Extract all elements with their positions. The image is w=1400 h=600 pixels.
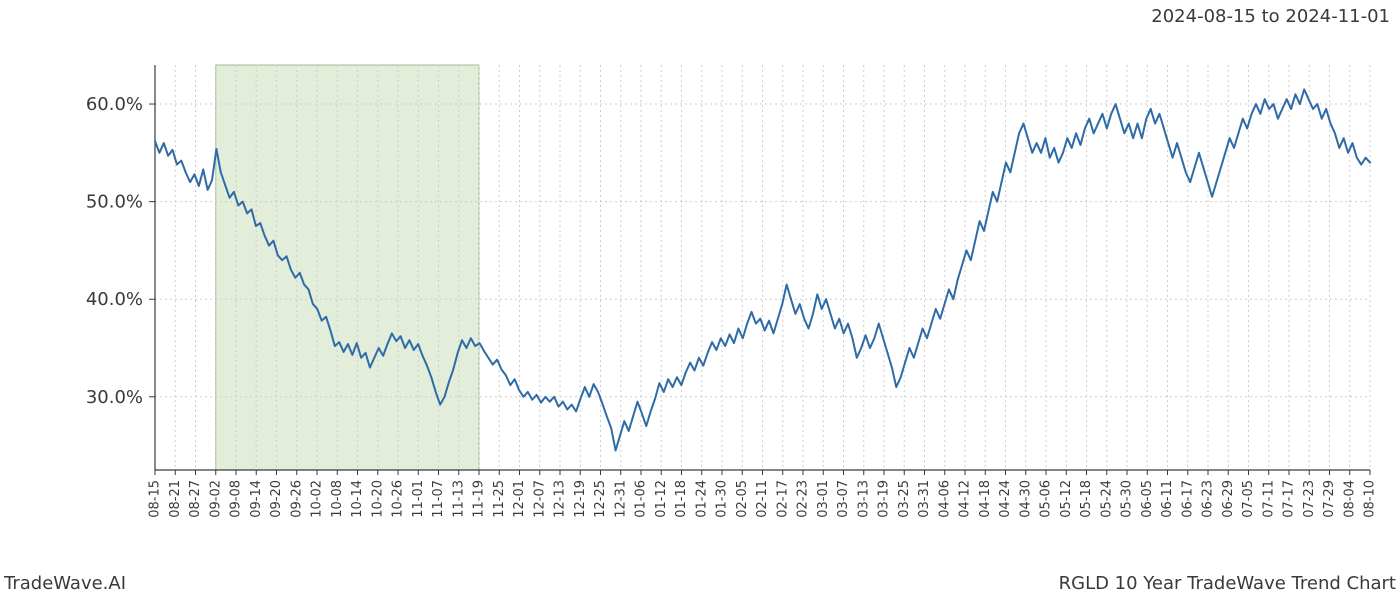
xtick-label: 11-19	[472, 480, 487, 518]
xtick-label: 05-12	[1059, 480, 1074, 518]
xtick-label: 08-21	[168, 480, 183, 518]
xtick-label: 12-31	[613, 480, 628, 518]
chart-container: { "header": { "date_range_label": "2024-…	[0, 0, 1400, 600]
xtick-label: 06-17	[1180, 480, 1195, 518]
xtick-label: 02-05	[735, 480, 750, 518]
xtick-label: 05-30	[1120, 480, 1135, 518]
xtick-label: 03-01	[816, 480, 831, 518]
xtick-label: 09-20	[269, 480, 284, 518]
xtick-label: 03-07	[836, 480, 851, 518]
xtick-label: 08-15	[148, 480, 163, 518]
xtick-label: 06-05	[1140, 480, 1155, 518]
xtick-label: 03-13	[856, 480, 871, 518]
xtick-label: 09-08	[229, 480, 244, 518]
xtick-label: 09-02	[208, 480, 223, 518]
ytick-label: 30.0%	[86, 387, 143, 408]
chart-title: RGLD 10 Year TradeWave Trend Chart	[1059, 573, 1396, 594]
xtick-label: 09-26	[289, 480, 304, 518]
xtick-label: 12-19	[573, 480, 588, 518]
xtick-label: 11-07	[431, 480, 446, 518]
xtick-label: 03-19	[877, 480, 892, 518]
xtick-label: 08-27	[188, 480, 203, 518]
date-range-label: 2024-08-15 to 2024-11-01	[1151, 6, 1390, 27]
xtick-label: 07-17	[1282, 480, 1297, 518]
xtick-label: 12-07	[532, 480, 547, 518]
ytick-label: 60.0%	[86, 94, 143, 115]
ytick-label: 50.0%	[86, 192, 143, 213]
xtick-label: 07-11	[1261, 480, 1276, 518]
xtick-label: 07-29	[1322, 480, 1337, 518]
xtick-label: 12-25	[593, 480, 608, 518]
xtick-label: 01-06	[634, 480, 649, 518]
xtick-label: 01-12	[654, 480, 669, 518]
xtick-label: 12-13	[553, 480, 568, 518]
xtick-label: 03-25	[897, 480, 912, 518]
xtick-label: 10-26	[391, 480, 406, 518]
xtick-label: 04-18	[978, 480, 993, 518]
xtick-label: 04-30	[1018, 480, 1033, 518]
highlight-band	[216, 65, 479, 470]
brand-label: TradeWave.AI	[4, 573, 126, 594]
xtick-label: 10-02	[310, 480, 325, 518]
xtick-label: 04-24	[998, 480, 1013, 518]
xtick-label: 08-04	[1342, 480, 1357, 518]
xtick-label: 07-05	[1241, 480, 1256, 518]
xtick-label: 11-01	[411, 480, 426, 518]
xtick-label: 11-13	[451, 480, 466, 518]
xtick-label: 08-10	[1363, 480, 1378, 518]
xtick-label: 06-23	[1201, 480, 1216, 518]
xtick-label: 02-11	[755, 480, 770, 518]
xtick-label: 05-06	[1039, 480, 1054, 518]
xtick-label: 02-17	[775, 480, 790, 518]
ytick-label: 40.0%	[86, 289, 143, 310]
xtick-label: 10-20	[370, 480, 385, 518]
xtick-label: 07-23	[1302, 480, 1317, 518]
xtick-label: 01-30	[715, 480, 730, 518]
xtick-label: 09-14	[249, 480, 264, 518]
xtick-label: 04-06	[937, 480, 952, 518]
xtick-label: 10-08	[330, 480, 345, 518]
xtick-label: 04-12	[958, 480, 973, 518]
line-chart: 30.0% 40.0% 50.0% 60.0% 08-15 08-21 08-27 09-02…	[0, 0, 1400, 600]
xtick-label: 02-23	[796, 480, 811, 518]
xtick-label: 05-18	[1079, 480, 1094, 518]
xtick-label: 12-01	[512, 480, 527, 518]
xtick-label: 11-25	[492, 480, 507, 518]
xtick-label: 06-29	[1221, 480, 1236, 518]
xtick-label: 01-18	[674, 480, 689, 518]
xtick-label: 10-14	[350, 480, 365, 518]
xtick-label: 06-11	[1160, 480, 1175, 518]
xtick-label: 05-24	[1099, 480, 1114, 518]
xtick-label: 03-31	[917, 480, 932, 518]
xtick-label: 01-24	[694, 480, 709, 518]
